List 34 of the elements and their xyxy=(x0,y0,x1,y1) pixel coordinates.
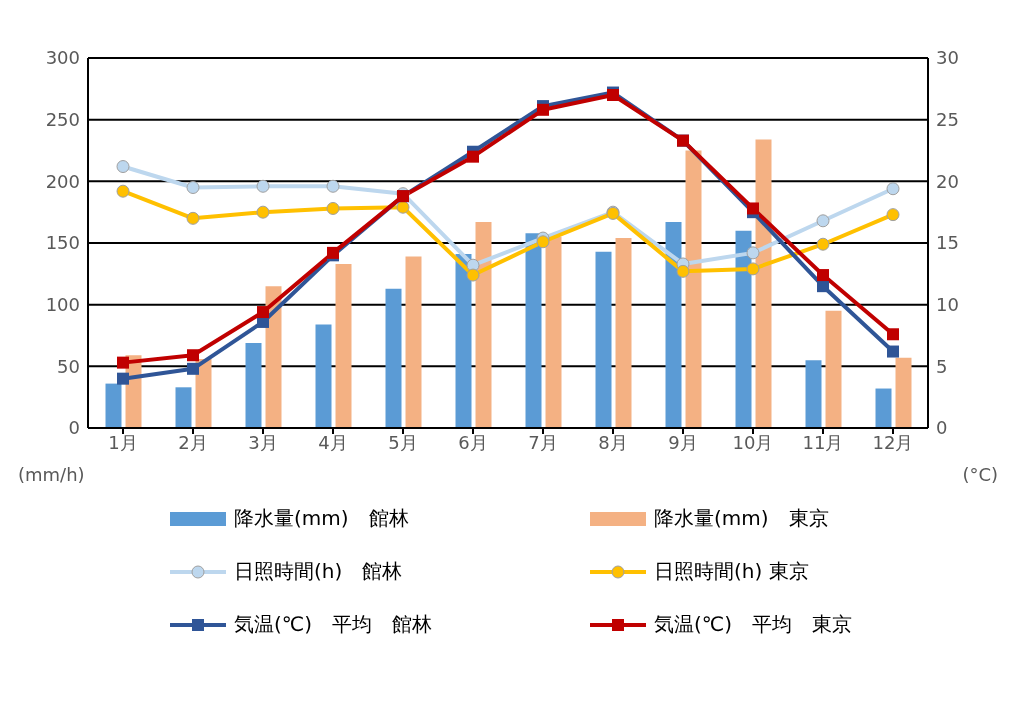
y2-tick-label: 20 xyxy=(936,170,959,192)
x-tick-label: 1月 xyxy=(108,431,138,453)
x-tick-label: 5月 xyxy=(388,431,418,453)
y2-tick-label: 25 xyxy=(936,109,959,131)
y2-axis-title: (°C) xyxy=(962,464,998,485)
x-tick-label: 2月 xyxy=(178,431,208,453)
y-tick-label: 200 xyxy=(45,170,80,192)
y-tick-label: 150 xyxy=(45,232,80,254)
x-tick-label: 10月 xyxy=(732,431,774,453)
y2-tick-label: 30 xyxy=(936,47,959,69)
x-tick-label: 9月 xyxy=(668,431,698,453)
x-tick-label: 7月 xyxy=(528,431,558,453)
y-tick-label: 250 xyxy=(45,109,80,131)
legend-label: 日照時間(h) 東京 xyxy=(654,558,809,585)
y-tick-label: 0 xyxy=(68,417,80,439)
x-tick-label: 3月 xyxy=(248,431,278,453)
legend-label: 気温(℃) 平均 東京 xyxy=(654,611,853,638)
x-tick-label: 8月 xyxy=(598,431,628,453)
y-tick-label: 100 xyxy=(45,294,80,316)
y-axis-title: (mm/h) xyxy=(18,464,85,485)
y2-tick-label: 0 xyxy=(936,417,948,439)
legend-label: 降水量(mm) 館林 xyxy=(234,505,409,532)
legend-label: 日照時間(h) 館林 xyxy=(234,558,403,585)
y2-tick-label: 5 xyxy=(936,355,948,377)
x-tick-label: 6月 xyxy=(458,431,488,453)
legend-label: 降水量(mm) 東京 xyxy=(654,505,829,532)
y-tick-label: 300 xyxy=(45,47,80,69)
y2-tick-label: 10 xyxy=(936,294,959,316)
x-tick-label: 4月 xyxy=(318,431,348,453)
x-tick-label: 11月 xyxy=(802,431,844,453)
x-tick-label: 12月 xyxy=(872,431,914,453)
legend-label: 気温(℃) 平均 館林 xyxy=(234,611,433,638)
y-tick-label: 50 xyxy=(57,355,80,377)
y2-tick-label: 15 xyxy=(936,232,959,254)
